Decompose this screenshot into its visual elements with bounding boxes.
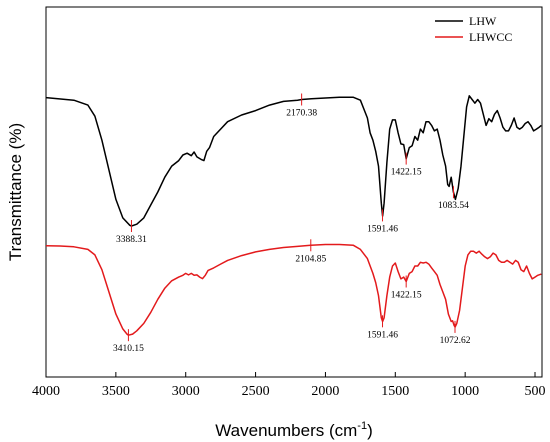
peak-label-3410.15: 3410.15 — [113, 344, 144, 354]
peak-label-1422.15: 1422.15 — [391, 168, 422, 178]
peak-label-1591.46: 1591.46 — [367, 330, 398, 340]
series-line-lhwcc — [45, 243, 542, 336]
x-tick-label-4000: 4000 — [32, 384, 60, 399]
peak-label-1422.15: 1422.15 — [391, 291, 422, 301]
x-tick-label-1500: 1500 — [381, 384, 409, 399]
peak-label-1072.62: 1072.62 — [440, 336, 471, 346]
plot-frame — [45, 6, 543, 378]
x-tick-label-1000: 1000 — [451, 384, 479, 399]
peak-label-2104.85: 2104.85 — [295, 254, 326, 264]
peak-label-2170.38: 2170.38 — [286, 109, 317, 119]
series-layer — [45, 95, 542, 336]
peak-annotations: 3388.31 2170.38 1591.46 1422.15 1083.54 3410.… — [113, 93, 471, 354]
x-tick-label-3500: 3500 — [102, 384, 130, 399]
series-line-lhw — [45, 95, 542, 227]
legend-label-lhw: LHW — [469, 14, 497, 28]
y-axis-title: Transmittance (%) — [6, 123, 25, 261]
peak-label-1083.54: 1083.54 — [438, 201, 469, 211]
x-tick-label-2000: 2000 — [311, 384, 339, 399]
legend-label-lhwcc: LHWCC — [469, 30, 512, 44]
x-tick-label-500: 500 — [525, 384, 546, 399]
legend: LHW LHWCC — [435, 14, 512, 44]
x-tick-label-2500: 2500 — [242, 384, 270, 399]
x-axis-ticks: 4000 3500 3000 2500 2000 1500 1000 500 — [32, 372, 546, 399]
peak-label-3388.31: 3388.31 — [116, 235, 147, 245]
peak-label-1591.46: 1591.46 — [367, 224, 398, 234]
x-tick-label-3000: 3000 — [172, 384, 200, 399]
x-axis-title: Wavenumbers (cm-1) — [215, 420, 372, 440]
